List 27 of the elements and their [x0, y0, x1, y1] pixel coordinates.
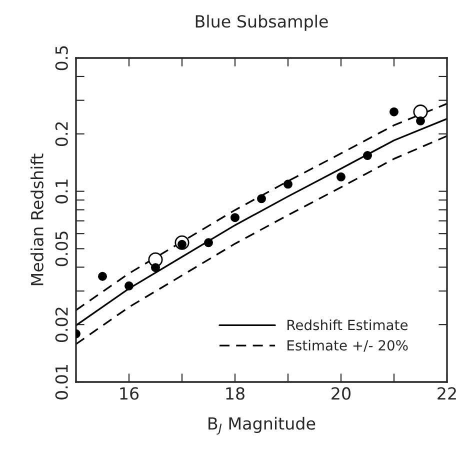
point [124, 281, 134, 290]
x-tick-label: 20 [332, 387, 350, 400]
y-tick-label: 0.5 [55, 46, 68, 70]
point [390, 107, 398, 116]
point [413, 104, 428, 120]
x-tick-label: 18 [226, 387, 244, 400]
legend-label: Estimate +/- 20% [288, 340, 408, 352]
y-tick-label: 0.01 [55, 364, 68, 400]
point [363, 151, 372, 160]
x-tick-label: 22 [438, 387, 456, 400]
legend-label: Redshift Estimate [288, 319, 408, 330]
point [98, 272, 107, 281]
y-tick-label: 0.2 [55, 122, 68, 146]
point [204, 238, 213, 248]
point [284, 180, 292, 189]
y-tick-label: 0.02 [55, 308, 68, 342]
y-tick-label: 0.1 [55, 180, 68, 204]
x-axis-title: B$_{J}$ Magnitude [208, 416, 316, 435]
y-axis-title: Median Redshift [30, 154, 44, 286]
point [151, 263, 160, 272]
x-tick-label: 16 [120, 387, 139, 400]
y-tick-label: 0.05 [55, 232, 68, 266]
point [336, 172, 346, 182]
point [416, 116, 425, 126]
point [257, 194, 266, 204]
point [230, 213, 240, 222]
chart-title: Blue Subsample [196, 14, 328, 31]
